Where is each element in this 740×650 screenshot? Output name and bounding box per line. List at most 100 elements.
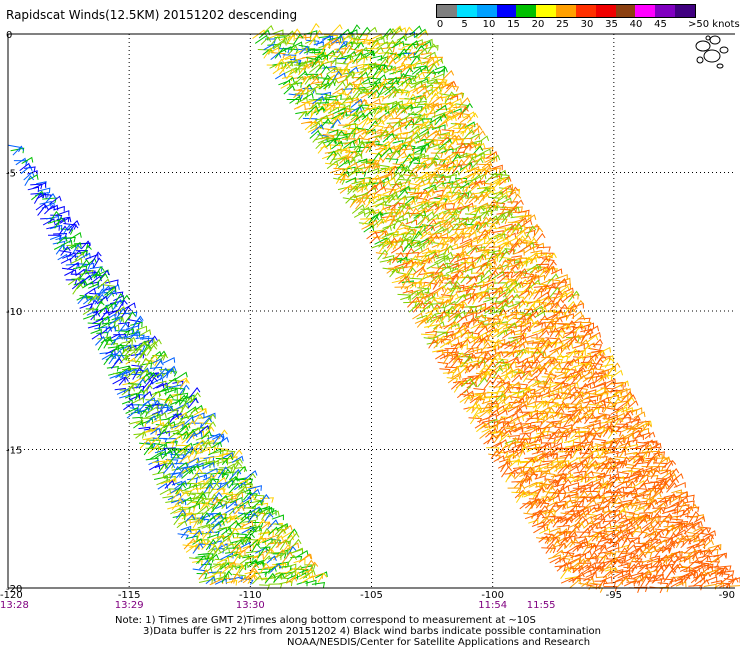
wind-barb xyxy=(345,177,357,183)
wind-barb xyxy=(486,251,498,265)
wind-barb xyxy=(490,353,501,363)
wind-barb xyxy=(187,473,200,484)
wind-barb xyxy=(529,223,540,233)
wind-barb xyxy=(624,473,639,480)
wind-barb xyxy=(544,299,555,308)
wind-barb xyxy=(317,77,330,84)
wind-barb xyxy=(554,503,566,513)
wind-barb xyxy=(501,212,514,224)
wind-barb xyxy=(434,262,447,275)
wind-barb xyxy=(260,36,272,45)
wind-barb xyxy=(677,524,688,535)
wind-barb xyxy=(539,495,551,508)
wind-barb xyxy=(565,545,579,554)
wind-barb xyxy=(408,289,422,295)
wind-barb xyxy=(626,539,636,550)
wind-barb xyxy=(425,330,438,337)
wind-barb xyxy=(113,316,125,324)
wind-barb xyxy=(494,398,506,408)
wind-barb xyxy=(244,533,255,545)
wind-barb xyxy=(620,433,634,443)
wind-barb xyxy=(404,267,417,280)
wind-barb xyxy=(308,108,319,121)
wind-barb xyxy=(486,215,499,224)
wind-barb xyxy=(203,455,215,462)
wind-barb xyxy=(545,485,556,497)
wind-barb xyxy=(69,232,82,240)
wind-barb xyxy=(570,369,583,376)
wind-barb xyxy=(638,526,651,538)
wind-barb xyxy=(60,257,72,264)
wind-barb xyxy=(211,441,223,449)
wind-barb xyxy=(603,494,617,501)
wind-barb xyxy=(200,416,213,429)
wind-barb xyxy=(372,211,384,224)
wind-barb xyxy=(63,223,77,230)
wind-barb xyxy=(390,144,402,150)
wind-barb xyxy=(103,338,113,349)
wind-barb xyxy=(600,522,612,530)
wind-barb xyxy=(495,409,508,418)
wind-barb xyxy=(404,119,415,129)
wind-barb xyxy=(15,157,27,166)
wind-barb xyxy=(142,379,154,390)
wind-barb xyxy=(377,85,389,98)
wind-barb xyxy=(37,204,49,216)
wind-barb xyxy=(446,103,458,111)
wind-barb xyxy=(336,135,348,142)
wind-barb xyxy=(530,290,543,297)
wind-barb xyxy=(405,228,416,235)
wind-barb xyxy=(647,441,659,448)
wind-barb xyxy=(464,363,475,374)
wind-barb xyxy=(382,223,396,230)
wind-barb xyxy=(552,543,566,549)
wind-barb xyxy=(270,29,284,36)
wind-barb xyxy=(341,44,353,56)
wind-barb xyxy=(157,367,169,379)
wind-barb xyxy=(388,53,400,65)
wind-barb xyxy=(466,381,478,389)
wind-barb xyxy=(695,538,707,548)
wind-barb xyxy=(501,209,513,216)
wind-barb xyxy=(385,27,397,39)
wind-barb xyxy=(426,213,440,223)
wind-barb xyxy=(637,420,651,427)
wind-barb xyxy=(614,480,628,489)
wind-barb xyxy=(343,71,355,78)
wind-barb xyxy=(420,52,432,58)
wind-barb xyxy=(435,285,447,294)
wind-barb xyxy=(709,544,721,555)
wind-barb xyxy=(458,216,470,224)
wind-barb xyxy=(418,40,432,49)
wind-barb xyxy=(502,402,514,414)
wind-barb xyxy=(392,75,407,81)
wind-barb xyxy=(536,410,548,419)
wind-barb xyxy=(36,193,47,200)
wind-barb xyxy=(269,61,283,69)
wind-barb xyxy=(538,450,552,459)
wind-barb xyxy=(304,73,319,80)
wind-barb xyxy=(342,197,356,205)
wind-barb xyxy=(523,241,538,248)
wind-barb xyxy=(221,570,233,583)
wind-barb xyxy=(531,274,545,281)
wind-barb xyxy=(328,114,341,125)
wind-barb xyxy=(379,239,391,253)
wind-barb xyxy=(170,465,182,479)
wind-barb xyxy=(485,427,498,438)
wind-barb xyxy=(98,322,110,330)
wind-barb xyxy=(353,104,365,116)
wind-barb xyxy=(487,356,499,368)
wind-barb xyxy=(666,482,678,493)
wind-barb xyxy=(266,519,279,531)
wind-barb xyxy=(443,213,456,225)
wind-barb xyxy=(399,165,411,175)
wind-barb xyxy=(487,198,498,209)
wind-barb xyxy=(573,477,587,483)
wind-barb xyxy=(355,87,368,99)
wind-barb xyxy=(415,131,429,140)
wind-barb xyxy=(576,395,591,405)
wind-barb xyxy=(402,143,413,155)
wind-barb xyxy=(320,118,332,129)
wind-barb xyxy=(464,223,479,231)
